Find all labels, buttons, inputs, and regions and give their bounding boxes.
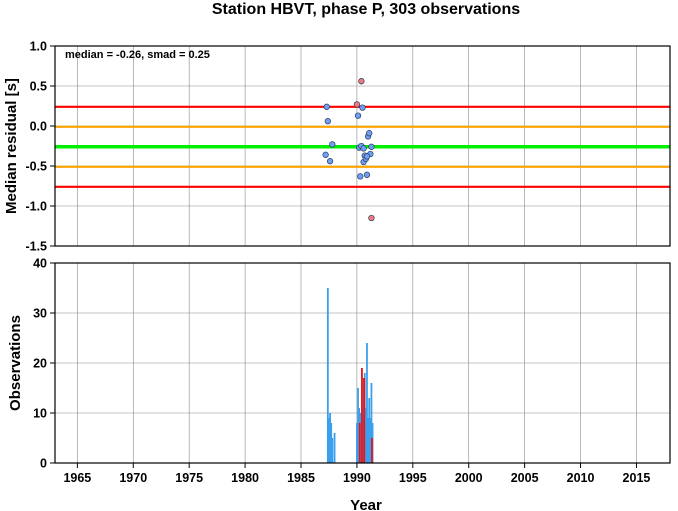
x-tick-label: 2010 <box>567 471 595 485</box>
observation-bar <box>361 368 363 463</box>
observation-bar <box>367 418 369 463</box>
residual-point <box>357 173 364 180</box>
x-tick-label: 1965 <box>63 471 91 485</box>
observation-bar <box>329 413 331 463</box>
observation-bar <box>331 438 334 463</box>
observation-bar <box>364 408 367 463</box>
residual-point <box>360 145 367 152</box>
residual-annotation: median = -0.26, smad = 0.25 <box>65 49 210 61</box>
x-tick-label: 2015 <box>623 471 651 485</box>
residual-point <box>363 153 371 160</box>
x-tick-label: 1980 <box>231 471 259 485</box>
residual-point <box>354 112 362 119</box>
observation-bar <box>369 418 372 463</box>
observations-y-tick-label: 10 <box>33 407 47 421</box>
observations-y-tick-label: 20 <box>33 357 47 371</box>
observations-y-tick-label: 0 <box>40 457 47 471</box>
residual-point <box>353 101 361 108</box>
residual-point <box>368 214 375 222</box>
residual-point <box>326 158 334 165</box>
residual-point <box>368 143 375 150</box>
observation-bar <box>366 343 368 463</box>
observations-bars <box>326 288 374 463</box>
observations-x-ticks: 1965 1970 1975 1980 1985 1990 1995 2000 2005 2010… <box>63 463 650 485</box>
residual-y-tick-label: -1.0 <box>25 200 47 214</box>
observations-y-ticks: 0 10 20 30 40 <box>33 257 55 471</box>
observations-y-tick-label: 30 <box>33 307 47 321</box>
observation-bar <box>333 433 336 463</box>
observations-y-axis-label: Observations <box>7 315 24 411</box>
observations-y-tick-label: 40 <box>33 257 47 271</box>
residual-y-tick-label: 0.5 <box>30 80 47 94</box>
residual-point <box>322 151 329 158</box>
residual-point <box>366 130 373 137</box>
residual-point <box>329 141 336 148</box>
observation-bar <box>358 423 361 463</box>
observation-bar <box>356 423 358 463</box>
observation-bar <box>330 423 333 463</box>
residual-point <box>358 78 365 85</box>
residual-point <box>324 118 331 125</box>
x-tick-label: 1985 <box>287 471 315 485</box>
x-tick-label: 1990 <box>343 471 371 485</box>
residual-y-tick-label: 1.0 <box>30 40 47 54</box>
x-axis-label: Year <box>350 497 382 511</box>
x-tick-label: 2005 <box>511 471 539 485</box>
residual-points <box>322 78 375 222</box>
x-tick-label: 1975 <box>175 471 203 485</box>
residual-point <box>363 171 371 178</box>
chart-title: Station HBVT, phase P, 303 observations <box>212 1 520 18</box>
residual-point <box>323 103 330 110</box>
observation-bar <box>326 288 329 463</box>
observation-bar <box>368 398 371 463</box>
residual-y-tick-label: -0.5 <box>25 160 47 174</box>
residual-y-tick-label: 0.0 <box>30 120 47 134</box>
residual-plot-frame <box>54 45 671 247</box>
x-tick-label: 1995 <box>399 471 427 485</box>
observation-bar <box>363 378 366 463</box>
residual-y-tick-label: -1.5 <box>25 240 47 254</box>
residual-y-axis-label: Median residual [s] <box>3 78 20 214</box>
x-tick-label: 2000 <box>455 471 483 485</box>
observation-bar <box>370 383 373 463</box>
observation-bar <box>371 438 373 463</box>
observation-bar <box>328 418 330 463</box>
residual-y-ticks: 1.0 0.5 0.0 -0.5 -1.0 -1.5 <box>25 40 55 254</box>
observation-bar <box>357 388 359 463</box>
x-tick-label: 1970 <box>119 471 147 485</box>
residual-point <box>359 104 366 111</box>
